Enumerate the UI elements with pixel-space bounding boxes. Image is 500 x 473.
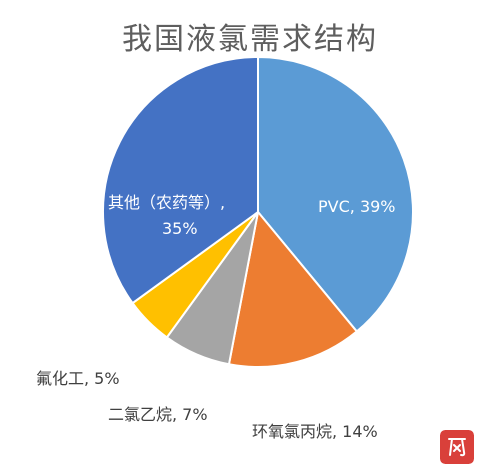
label-epichlorohydrin: 环氧氯丙烷, 14% bbox=[252, 422, 378, 441]
label-fluorochemical: 氟化工, 5% bbox=[36, 369, 120, 388]
label-pvc: PVC, 39% bbox=[318, 197, 396, 216]
chart-title: 我国液氯需求结构 bbox=[122, 22, 378, 57]
label-others-line2: 35% bbox=[162, 219, 198, 238]
red-seal-logo bbox=[440, 430, 474, 464]
label-others-line1: 其他（农药等）, bbox=[108, 193, 225, 212]
pie-slice-0 bbox=[257, 55, 414, 333]
label-dichloroethane: 二氯乙烷, 7% bbox=[108, 405, 208, 424]
pie-slice-4 bbox=[102, 55, 259, 305]
pie-slices bbox=[102, 55, 414, 369]
pie-slice-1 bbox=[227, 209, 359, 369]
